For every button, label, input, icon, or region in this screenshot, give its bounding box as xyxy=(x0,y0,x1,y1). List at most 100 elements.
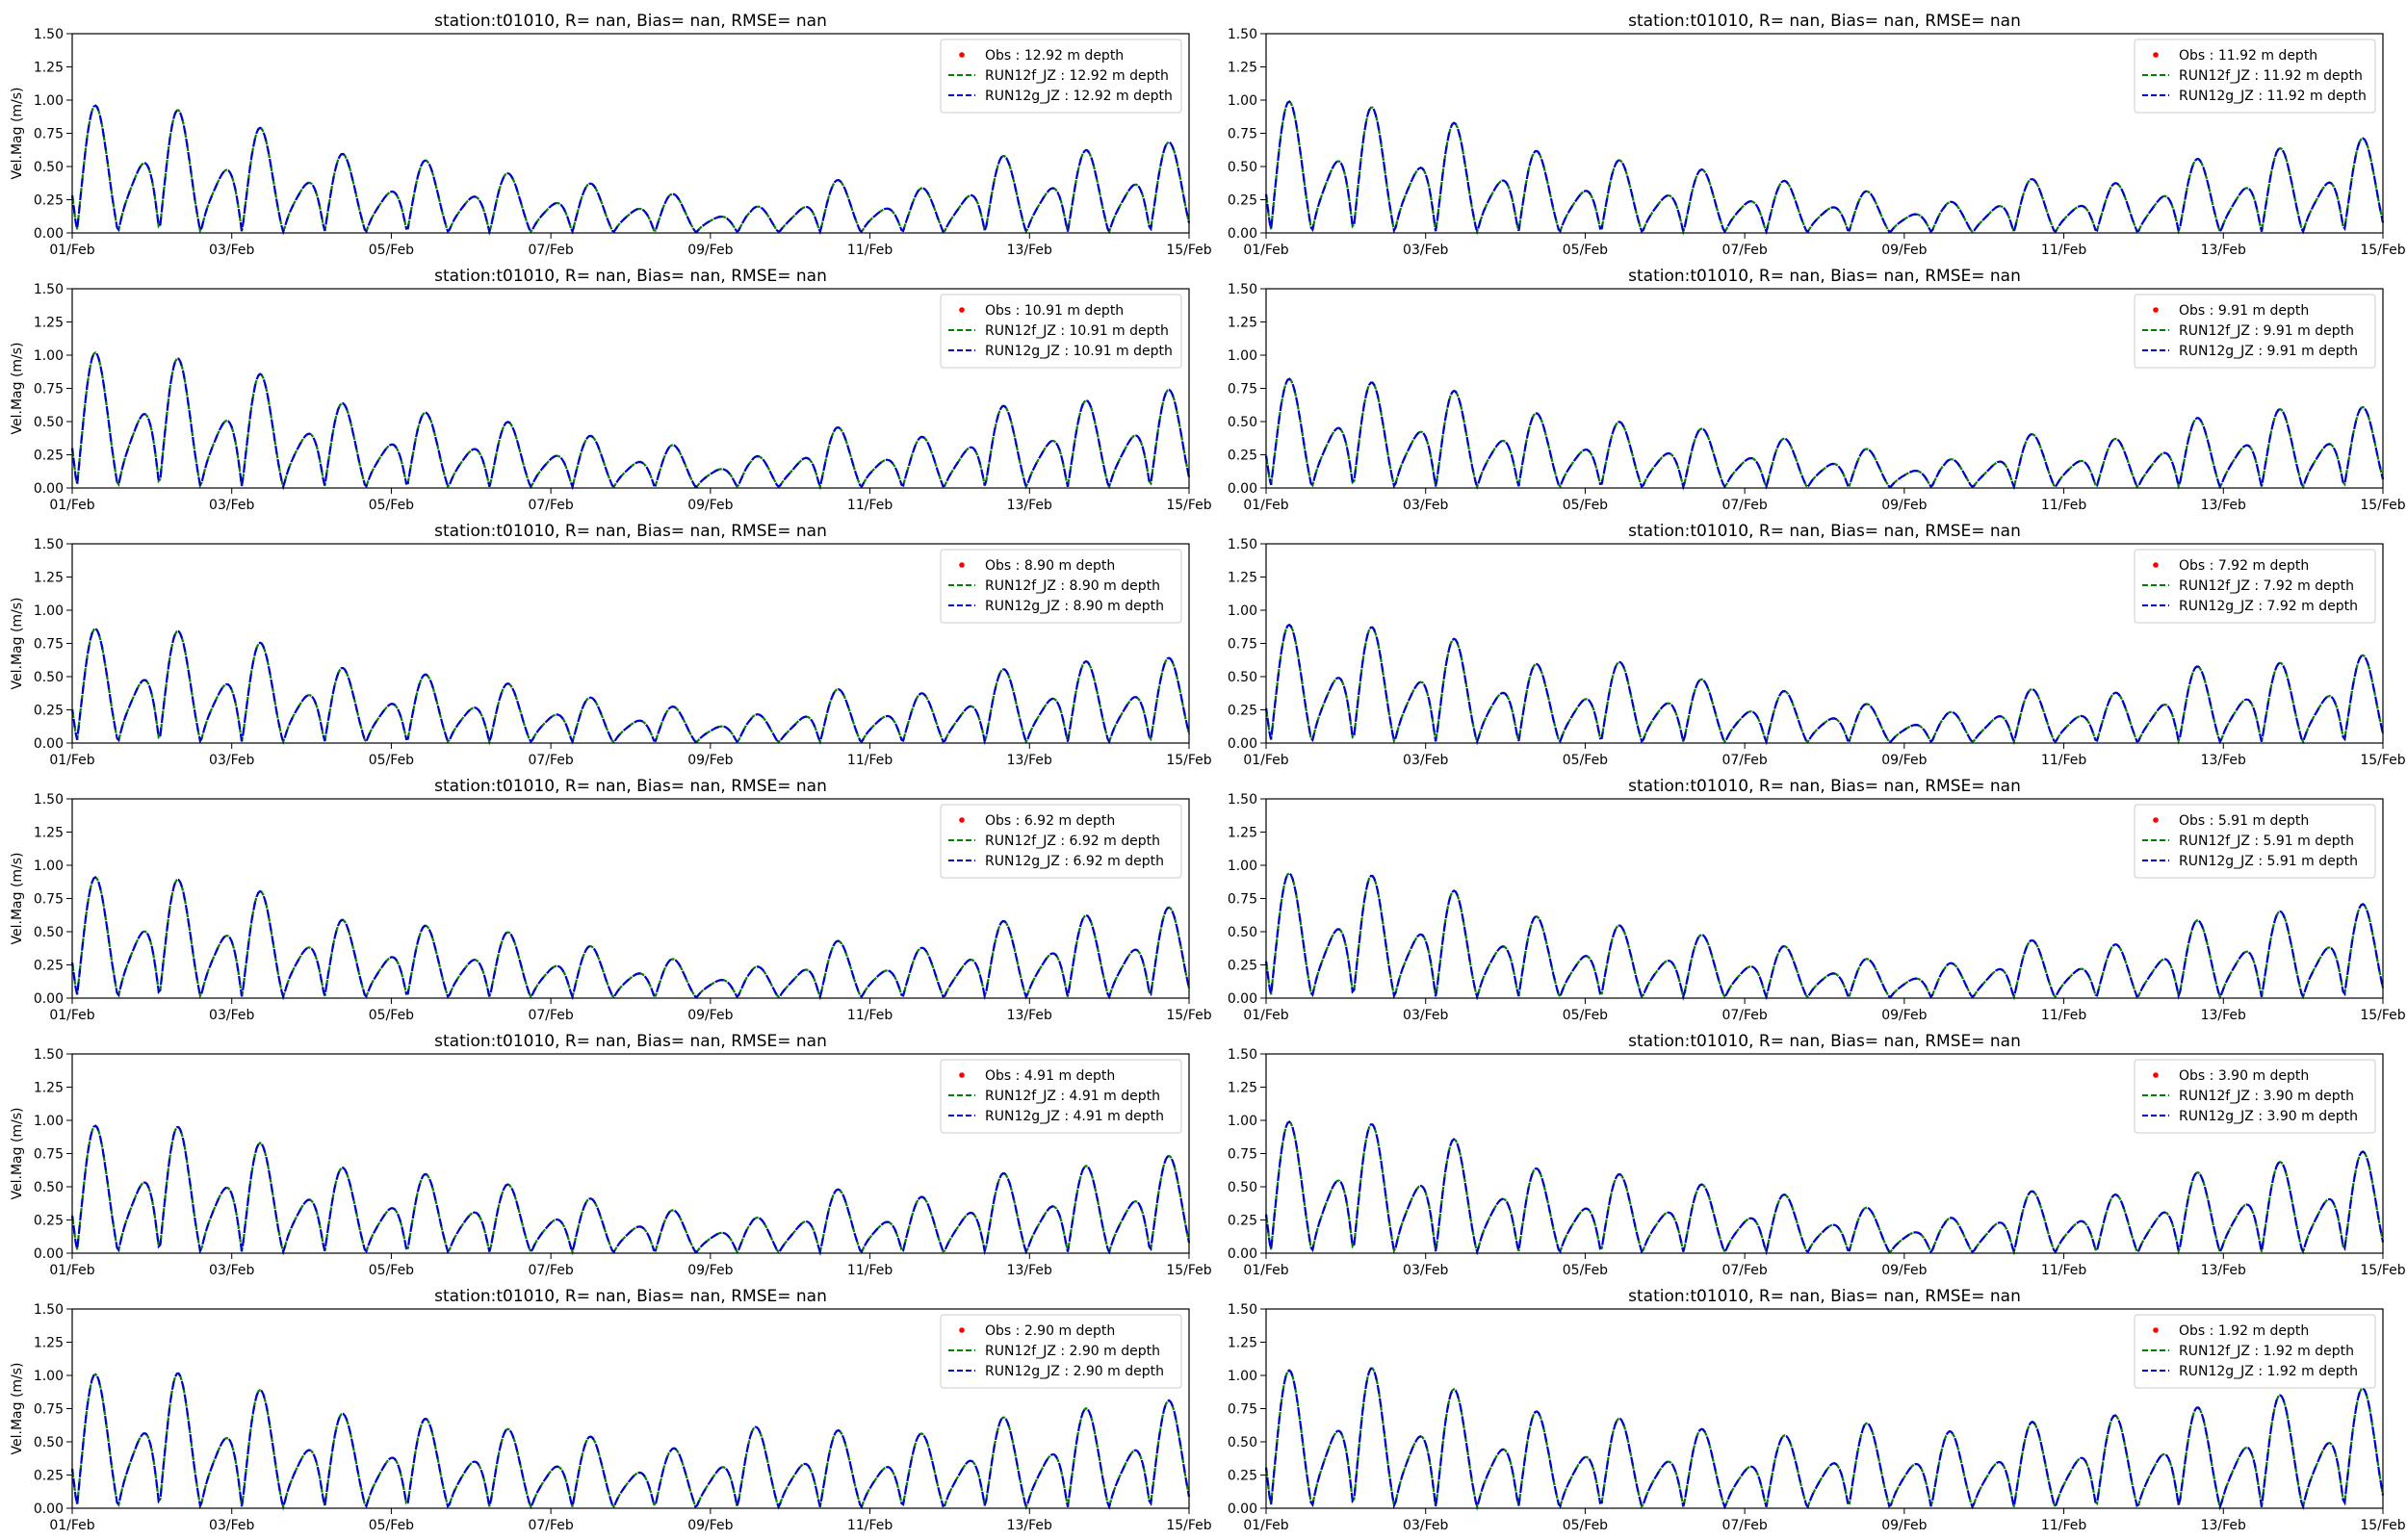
subplot-7: station:t01010, R= nan, Bias= nan, RMSE=… xyxy=(10,777,1212,1023)
y-tick-label: 0.75 xyxy=(1228,637,1257,653)
legend-entry: RUN12f_JZ : 8.90 m depth xyxy=(985,578,1160,594)
x-tick-label: 09/Feb xyxy=(687,243,733,258)
y-tick-label: 1.25 xyxy=(1228,61,1257,76)
plot-frame xyxy=(1265,288,2384,489)
series-run12g-line xyxy=(1264,100,2385,236)
y-tick-label: 0.50 xyxy=(34,160,64,175)
legend-entry: RUN12f_JZ : 10.91 m depth xyxy=(985,323,1169,339)
legend-obs-marker xyxy=(959,1072,965,1078)
y-tick-label: 0.00 xyxy=(1228,481,1257,497)
legend-entry: RUN12f_JZ : 9.91 m depth xyxy=(2179,323,2354,339)
x-tick-label: 11/Feb xyxy=(2041,498,2086,513)
x-tick-label: 15/Feb xyxy=(1166,753,1211,768)
subplot-4: station:t01010, R= nan, Bias= nan, RMSE=… xyxy=(1228,267,2406,513)
x-tick-label: 11/Feb xyxy=(2041,1008,2086,1023)
subplot-11: station:t01010, R= nan, Bias= nan, RMSE=… xyxy=(10,1287,1212,1533)
y-tick-label: 0.25 xyxy=(34,193,64,209)
subplot-9: station:t01010, R= nan, Bias= nan, RMSE=… xyxy=(10,1032,1212,1278)
y-tick-label: 1.25 xyxy=(34,1081,64,1096)
x-tick-label: 01/Feb xyxy=(49,753,94,768)
x-tick-label: 01/Feb xyxy=(49,1008,94,1023)
y-axis-label: Vel.Mag (m/s) xyxy=(10,597,25,689)
y-tick-label: 0.75 xyxy=(34,382,64,398)
y-tick-label: 1.25 xyxy=(1228,1081,1257,1096)
subplot-title: station:t01010, R= nan, Bias= nan, RMSE=… xyxy=(1628,267,2021,286)
x-tick-label: 07/Feb xyxy=(1721,1518,1767,1533)
x-tick-label: 11/Feb xyxy=(847,498,893,513)
y-tick-label: 0.50 xyxy=(1228,415,1257,430)
y-tick-label: 0.00 xyxy=(1228,1502,1257,1517)
x-tick-label: 01/Feb xyxy=(49,1518,94,1533)
x-tick-label: 03/Feb xyxy=(209,243,254,258)
plot-frame xyxy=(1265,798,2384,999)
x-tick-label: 01/Feb xyxy=(1243,243,1288,258)
legend-entry: RUN12f_JZ : 1.92 m depth xyxy=(2179,1344,2354,1359)
x-tick-label: 15/Feb xyxy=(2360,243,2405,258)
subplot-12: station:t01010, R= nan, Bias= nan, RMSE=… xyxy=(1228,1287,2406,1533)
y-tick-label: 0.50 xyxy=(1228,670,1257,685)
y-tick-label: 1.25 xyxy=(34,826,64,841)
y-tick-label: 1.50 xyxy=(1228,1047,1257,1063)
x-tick-label: 07/Feb xyxy=(528,1008,573,1023)
plot-frame xyxy=(71,288,1190,489)
series-run12f-line xyxy=(70,1372,1191,1511)
x-tick-label: 05/Feb xyxy=(1563,498,1608,513)
y-tick-label: 1.25 xyxy=(1228,571,1257,586)
legend-entry: RUN12g_JZ : 11.92 m depth xyxy=(2179,89,2367,104)
y-tick-label: 1.00 xyxy=(1228,348,1257,364)
y-tick-label: 0.00 xyxy=(1228,226,1257,242)
x-tick-label: 11/Feb xyxy=(847,243,893,258)
y-tick-label: 1.00 xyxy=(34,1369,64,1384)
legend-entry: Obs : 8.90 m depth xyxy=(985,558,1115,574)
x-tick-label: 11/Feb xyxy=(2041,243,2086,258)
x-tick-label: 09/Feb xyxy=(1881,498,1927,513)
x-tick-label: 03/Feb xyxy=(209,1518,254,1533)
y-tick-label: 0.50 xyxy=(1228,1435,1257,1450)
legend-entry: Obs : 11.92 m depth xyxy=(2179,48,2317,64)
y-tick-label: 0.25 xyxy=(34,1214,64,1229)
y-tick-label: 0.00 xyxy=(34,226,64,242)
y-tick-label: 1.25 xyxy=(34,316,64,331)
legend-obs-marker xyxy=(959,307,965,313)
series-run12g-line xyxy=(70,1124,1191,1256)
subplot-10: station:t01010, R= nan, Bias= nan, RMSE=… xyxy=(1228,1032,2406,1278)
x-tick-label: 09/Feb xyxy=(1881,243,1927,258)
x-tick-label: 13/Feb xyxy=(1007,243,1052,258)
legend-entry: RUN12f_JZ : 6.92 m depth xyxy=(985,834,1160,849)
y-tick-label: 0.75 xyxy=(34,1402,64,1418)
x-tick-label: 13/Feb xyxy=(1007,1518,1052,1533)
plot-frame xyxy=(1265,33,2384,234)
x-tick-label: 09/Feb xyxy=(687,1518,733,1533)
x-tick-label: 13/Feb xyxy=(2201,498,2246,513)
x-tick-label: 07/Feb xyxy=(1721,1008,1767,1023)
x-tick-label: 13/Feb xyxy=(1007,1008,1052,1023)
legend-entry: RUN12g_JZ : 10.91 m depth xyxy=(985,344,1173,359)
y-tick-label: 0.75 xyxy=(34,1147,64,1163)
y-tick-label: 1.50 xyxy=(1228,27,1257,42)
x-tick-label: 01/Feb xyxy=(49,1263,94,1278)
subplot-title: station:t01010, R= nan, Bias= nan, RMSE=… xyxy=(1628,12,2021,31)
x-tick-label: 15/Feb xyxy=(2360,1008,2405,1023)
x-tick-label: 15/Feb xyxy=(2360,498,2405,513)
x-tick-label: 03/Feb xyxy=(209,498,254,513)
y-tick-label: 0.75 xyxy=(1228,892,1257,908)
legend-obs-marker xyxy=(2153,52,2159,58)
y-tick-label: 0.75 xyxy=(34,892,64,908)
legend-entry: RUN12f_JZ : 2.90 m depth xyxy=(985,1344,1160,1359)
legend-entry: Obs : 3.90 m depth xyxy=(2179,1068,2309,1084)
y-tick-label: 0.00 xyxy=(34,736,64,752)
y-axis-label: Vel.Mag (m/s) xyxy=(10,852,25,944)
subplot-title: station:t01010, R= nan, Bias= nan, RMSE=… xyxy=(434,12,827,31)
x-tick-label: 01/Feb xyxy=(49,243,94,258)
y-tick-label: 1.50 xyxy=(34,537,64,552)
y-tick-label: 0.25 xyxy=(34,449,64,464)
y-tick-label: 0.25 xyxy=(34,1469,64,1484)
subplot-title: station:t01010, R= nan, Bias= nan, RMSE=… xyxy=(1628,777,2021,796)
y-tick-label: 1.25 xyxy=(34,571,64,586)
x-tick-label: 13/Feb xyxy=(2201,243,2246,258)
x-tick-label: 07/Feb xyxy=(528,1518,573,1533)
y-tick-label: 1.25 xyxy=(34,61,64,76)
subplot-title: station:t01010, R= nan, Bias= nan, RMSE=… xyxy=(1628,1032,2021,1051)
legend-entry: Obs : 10.91 m depth xyxy=(985,303,1124,319)
plot-frame xyxy=(71,543,1190,744)
